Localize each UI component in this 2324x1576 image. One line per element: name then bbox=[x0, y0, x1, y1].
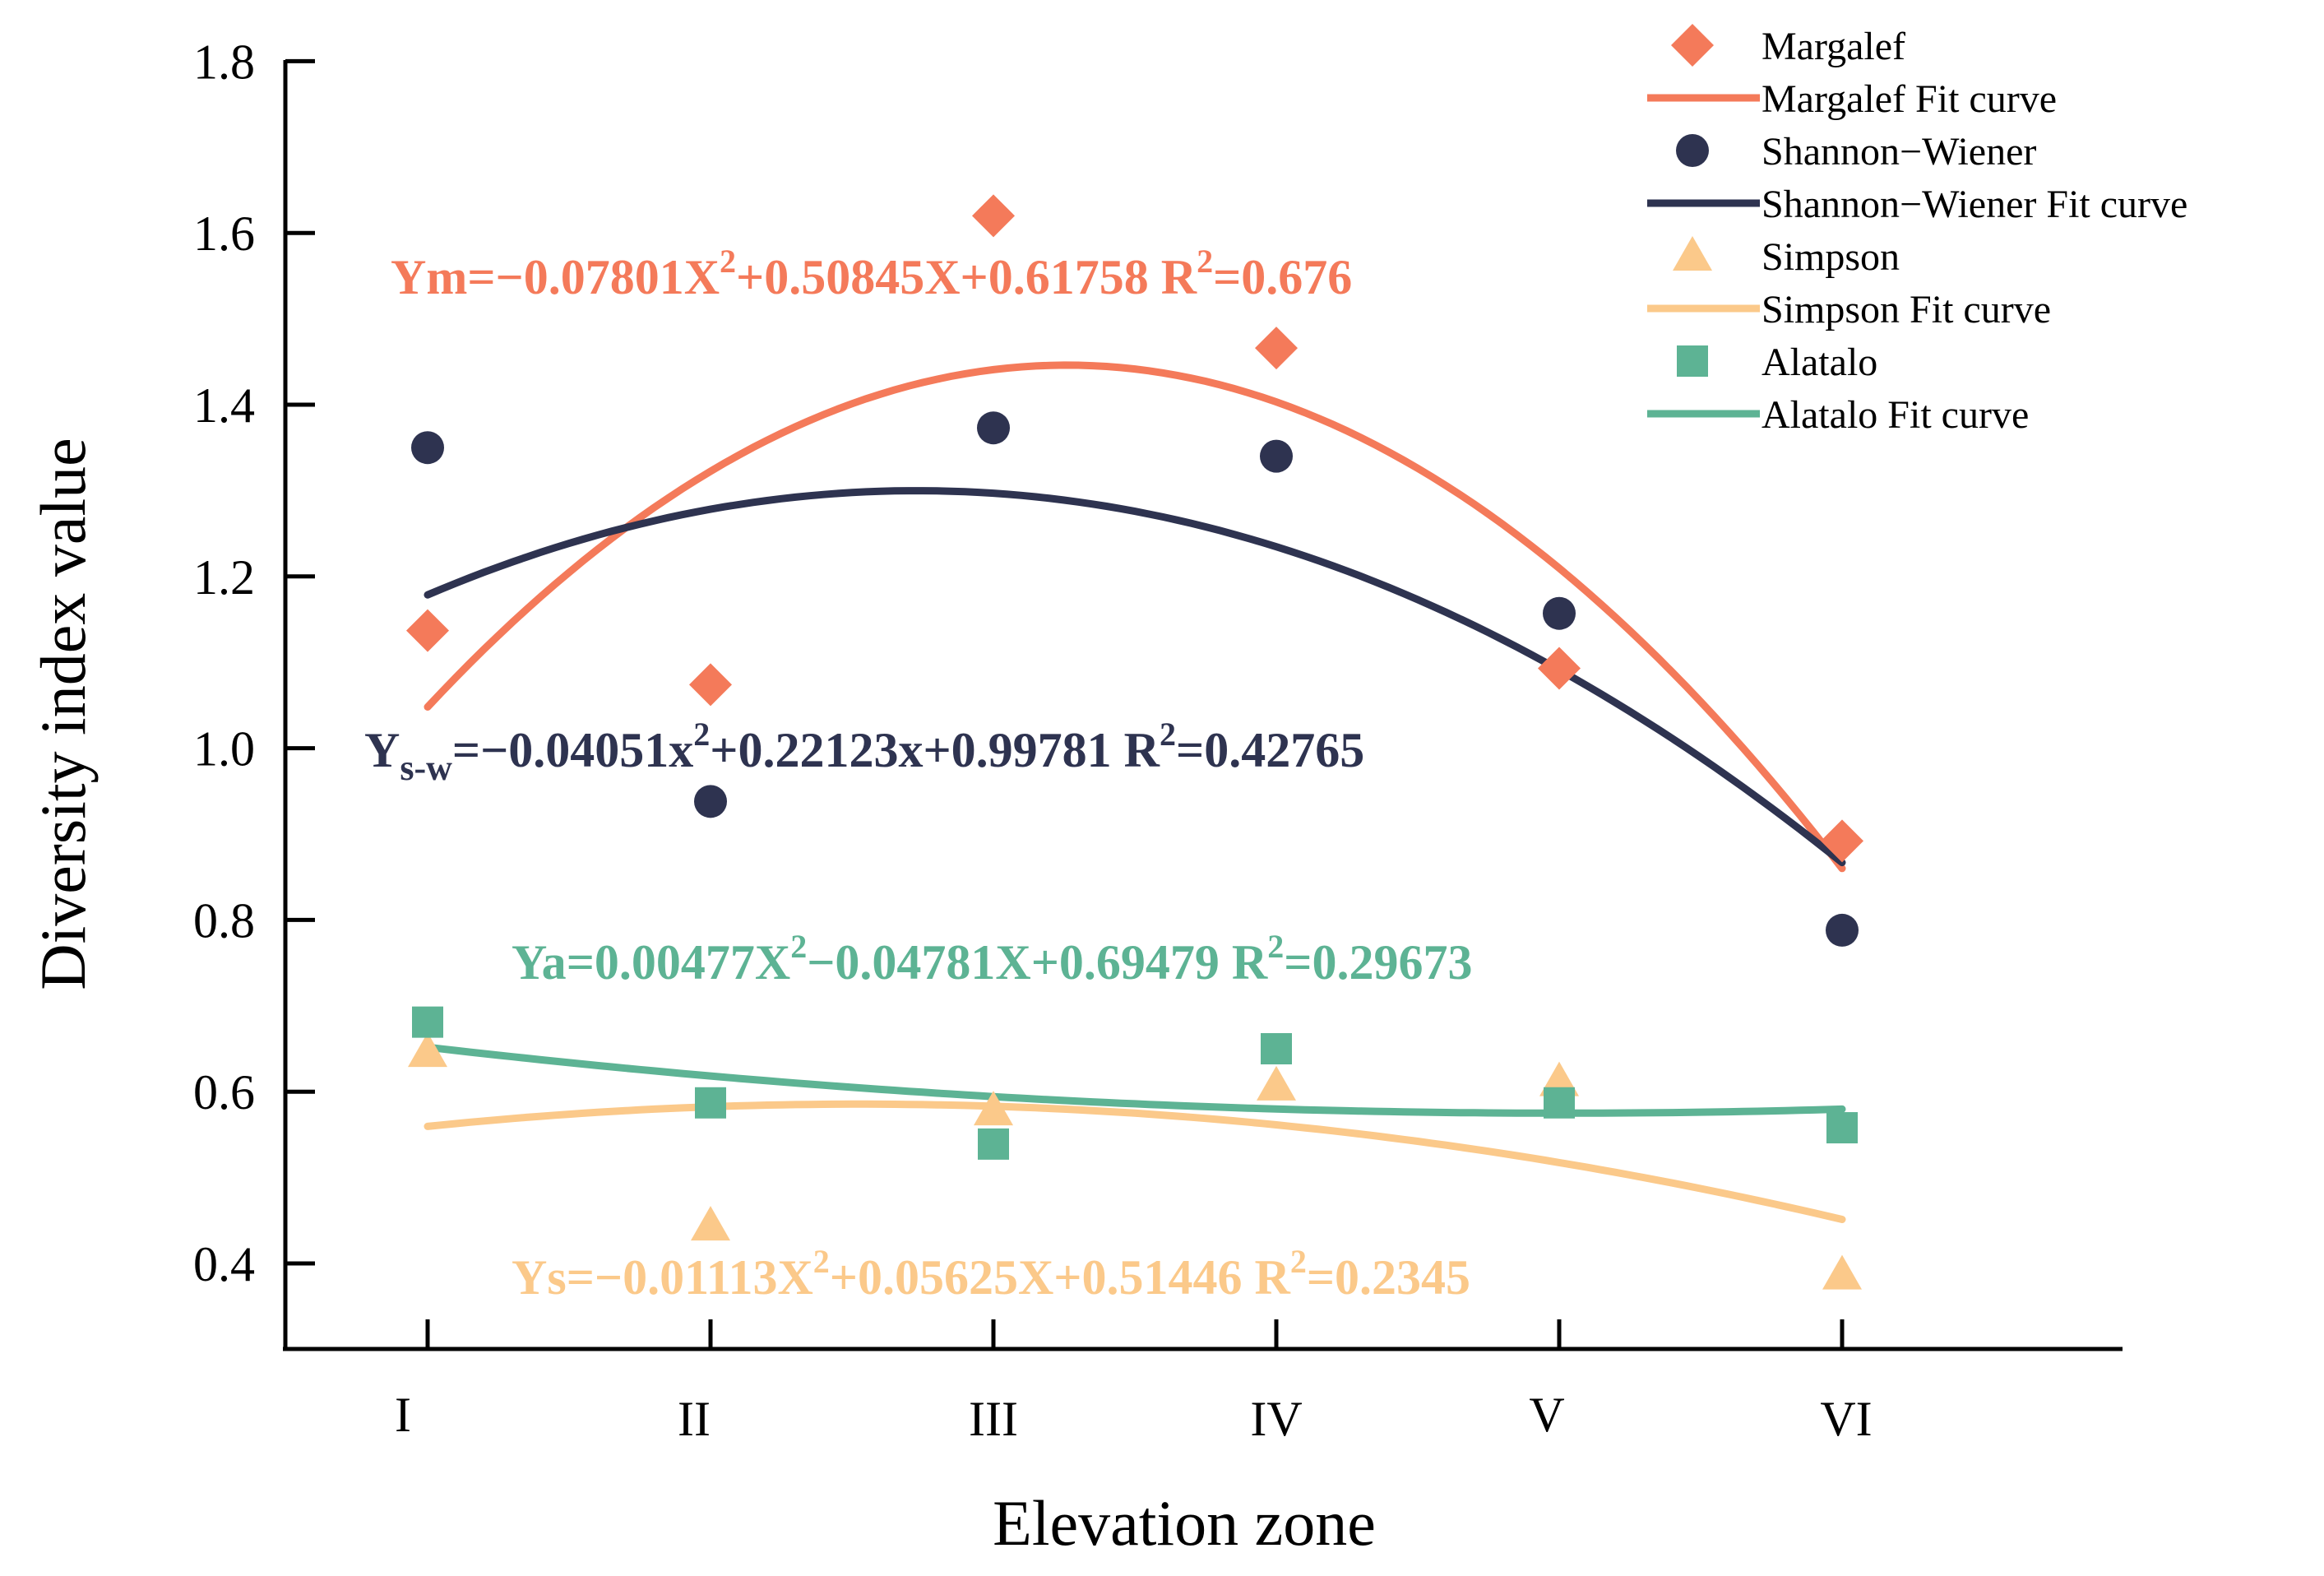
legend-marker-margalef bbox=[1671, 24, 1714, 67]
fit-equations: Ym=−0.07801X2+0.50845X+0.61758 R2=0.676Y… bbox=[364, 243, 1472, 1305]
point-margalef bbox=[406, 609, 449, 652]
data-points bbox=[406, 194, 1863, 1290]
legend: Margalef Margalef Fit curve Shannon−Wiener… bbox=[1647, 24, 2187, 437]
axes bbox=[283, 60, 2123, 1351]
equation-simpson: Ys=−0.01113X2+0.05625X+0.51446 R2=0.2345 bbox=[512, 1243, 1470, 1305]
equation-part: =0.00477X bbox=[567, 935, 791, 990]
equation-part: 2 bbox=[1197, 243, 1213, 280]
legend-fit-label-simpson: Simpson Fit curve bbox=[1762, 288, 2051, 331]
equation-part: +0.22123x+0.99781 R bbox=[710, 723, 1160, 777]
point-simpson bbox=[408, 1032, 447, 1068]
equation-part: 2 bbox=[720, 243, 736, 280]
x-tick-label: VI bbox=[1820, 1392, 1872, 1446]
x-tick-label: IV bbox=[1250, 1392, 1302, 1446]
equation-part: Y bbox=[364, 723, 400, 777]
x-ticks: I II III IV V VI bbox=[395, 1319, 1873, 1446]
equation-part: =−0.04051x bbox=[452, 723, 693, 777]
y-tick-label: 1.8 bbox=[193, 35, 255, 89]
point-alatalo bbox=[695, 1087, 726, 1119]
point-margalef bbox=[1255, 327, 1298, 370]
equation-shannon: Ys-w=−0.04051x2+0.22123x+0.99781 R2=0.42… bbox=[364, 716, 1364, 788]
equation-part: =−0.07801X bbox=[467, 250, 720, 304]
y-tick-label: 1.4 bbox=[193, 378, 255, 433]
equation-part: Ya bbox=[512, 935, 567, 990]
equation-part: 2 bbox=[813, 1243, 830, 1280]
fit-curve-simpson bbox=[424, 1100, 1846, 1223]
y-ticks: 0.4 0.6 0.8 1.0 1.2 1.4 1.6 1.8 bbox=[193, 35, 315, 1291]
fit-curve-shannon-wiener bbox=[424, 487, 1846, 867]
equation-part: +0.50845X+0.61758 R bbox=[736, 250, 1197, 304]
legend-label-shannon-wiener: Shannon−Wiener bbox=[1762, 130, 2036, 174]
x-axis-title: Elevation zone bbox=[993, 1487, 1376, 1559]
fit-curve-margalef bbox=[424, 361, 1846, 873]
legend-fit-label-margalef: Margalef Fit curve bbox=[1762, 77, 2057, 121]
fit-curve-alatalo bbox=[424, 1043, 1846, 1117]
y-axis-title: Diversity index value bbox=[27, 438, 99, 990]
point-alatalo bbox=[1826, 1112, 1858, 1144]
y-tick-label: 0.8 bbox=[193, 893, 255, 948]
legend-marker-alatalo bbox=[1677, 345, 1708, 377]
point-margalef bbox=[1821, 819, 1863, 863]
point-alatalo bbox=[1261, 1033, 1292, 1064]
equation-part: =0.2345 bbox=[1307, 1250, 1470, 1305]
point-shannon-wiener bbox=[694, 785, 727, 818]
point-margalef bbox=[689, 663, 732, 707]
legend-fit-label-alatalo: Alatalo Fit curve bbox=[1762, 393, 2029, 437]
point-shannon-wiener bbox=[977, 411, 1010, 445]
point-simpson bbox=[1822, 1254, 1862, 1290]
equation-part: 2 bbox=[790, 928, 807, 965]
equation-part: =0.676 bbox=[1213, 250, 1352, 304]
equation-part: s-w bbox=[400, 748, 452, 788]
fit-curves bbox=[424, 361, 1846, 1223]
equation-part: Ys bbox=[512, 1250, 567, 1305]
x-tick-label: V bbox=[1529, 1388, 1564, 1442]
y-tick-label: 1.0 bbox=[193, 722, 255, 776]
equation-part: =0.29673 bbox=[1284, 935, 1472, 990]
point-shannon-wiener bbox=[1543, 596, 1576, 630]
y-tick-label: 0.4 bbox=[193, 1237, 255, 1291]
point-margalef bbox=[1538, 647, 1581, 690]
equation-margalef: Ym=−0.07801X2+0.50845X+0.61758 R2=0.676 bbox=[391, 243, 1352, 304]
point-simpson bbox=[1257, 1065, 1296, 1101]
equation-alatalo: Ya=0.00477X2−0.04781X+0.69479 R2=0.29673 bbox=[512, 928, 1472, 990]
y-tick-label: 1.6 bbox=[193, 206, 255, 261]
equation-part: =0.42765 bbox=[1176, 723, 1364, 777]
equation-part: −0.04781X+0.69479 R bbox=[807, 935, 1268, 990]
legend-label-simpson: Simpson bbox=[1762, 235, 1900, 279]
point-shannon-wiener bbox=[411, 431, 444, 465]
legend-label-alatalo: Alatalo bbox=[1762, 341, 1877, 384]
equation-part: 2 bbox=[1267, 928, 1284, 965]
equation-part: 2 bbox=[1290, 1243, 1307, 1280]
legend-label-margalef: Margalef bbox=[1762, 25, 1905, 68]
point-simpson bbox=[691, 1206, 730, 1241]
y-tick-label: 1.2 bbox=[193, 550, 255, 605]
point-alatalo bbox=[412, 1006, 443, 1038]
x-tick-label: II bbox=[678, 1392, 711, 1446]
equation-part: 2 bbox=[1160, 716, 1176, 753]
equation-part: 2 bbox=[693, 716, 710, 753]
legend-fit-label-shannon-wiener: Shannon−Wiener Fit curve bbox=[1762, 183, 2187, 226]
x-tick-label: III bbox=[969, 1392, 1018, 1446]
point-shannon-wiener bbox=[1826, 913, 1859, 947]
legend-marker-shannon-wiener bbox=[1676, 134, 1709, 167]
equation-part: Ym bbox=[391, 250, 467, 304]
equation-part: +0.05625X+0.51446 R bbox=[830, 1250, 1291, 1305]
point-shannon-wiener bbox=[1260, 439, 1293, 473]
point-alatalo bbox=[1544, 1087, 1575, 1119]
legend-marker-simpson bbox=[1673, 236, 1712, 271]
point-alatalo bbox=[978, 1128, 1009, 1160]
point-simpson bbox=[974, 1091, 1013, 1126]
equation-part: =−0.01113X bbox=[567, 1250, 813, 1305]
y-tick-label: 0.6 bbox=[193, 1065, 255, 1119]
x-tick-label: I bbox=[395, 1388, 411, 1442]
point-margalef bbox=[972, 194, 1015, 238]
